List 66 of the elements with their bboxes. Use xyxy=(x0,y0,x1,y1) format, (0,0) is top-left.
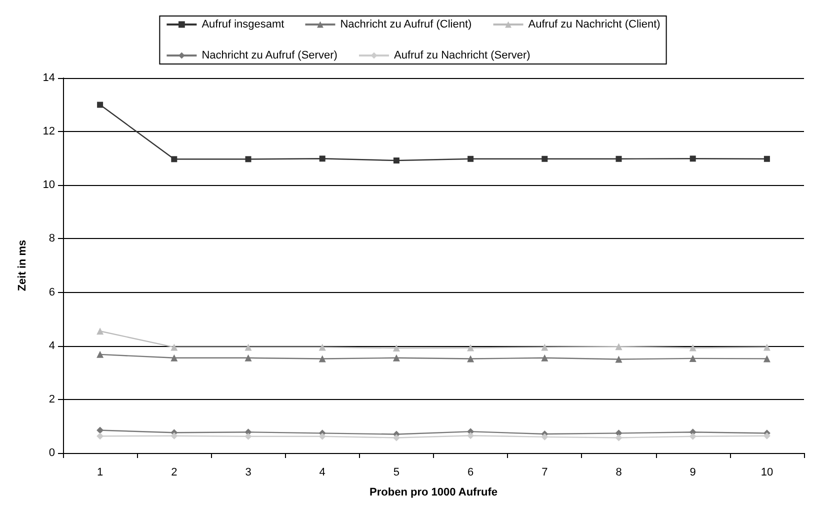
point xyxy=(244,344,252,351)
x-tick-label: 5 xyxy=(393,466,400,478)
point xyxy=(763,344,770,351)
point xyxy=(319,156,326,162)
point xyxy=(318,344,326,351)
point xyxy=(689,354,696,362)
point xyxy=(764,156,770,162)
point xyxy=(615,434,622,442)
point xyxy=(244,354,252,362)
point xyxy=(616,156,622,162)
point xyxy=(392,344,400,352)
point xyxy=(615,343,622,350)
y-tick-label: 0 xyxy=(48,447,55,459)
point xyxy=(468,156,474,162)
point xyxy=(170,432,178,440)
x-tick-label: 10 xyxy=(760,466,774,478)
point xyxy=(244,432,252,440)
point xyxy=(318,355,326,362)
legend-label: Nachricht zu Aufruf (Server) xyxy=(202,50,338,62)
x-tick-label: 9 xyxy=(690,466,696,478)
x-tick-label: 2 xyxy=(171,466,178,478)
point xyxy=(467,355,474,362)
point xyxy=(541,344,548,351)
point xyxy=(245,156,252,162)
y-tick-label: 6 xyxy=(48,286,55,298)
point xyxy=(689,432,696,440)
legend-label: Aufruf zu Nachricht (Client) xyxy=(528,18,660,30)
x-tick-label: 4 xyxy=(319,466,326,478)
x-axis-title: Proben pro 1000 Aufrufe xyxy=(370,486,498,498)
point xyxy=(467,344,474,352)
point xyxy=(318,432,326,440)
y-tick-label: 2 xyxy=(48,393,55,406)
x-tick-label: 6 xyxy=(467,466,474,478)
point xyxy=(392,434,400,442)
point xyxy=(393,158,400,164)
point xyxy=(541,354,548,362)
point xyxy=(170,354,178,362)
y-tick-label: 4 xyxy=(48,340,55,352)
point xyxy=(541,433,548,440)
point xyxy=(615,356,622,363)
point xyxy=(690,156,696,162)
y-tick-label: 8 xyxy=(48,232,55,245)
legend-label: Aufruf insgesamt xyxy=(202,18,284,30)
point xyxy=(96,432,104,440)
point xyxy=(763,355,770,362)
y-tick-label: 12 xyxy=(42,126,55,138)
x-tick-label: 1 xyxy=(96,466,104,478)
point xyxy=(542,156,548,162)
point xyxy=(467,432,474,440)
point xyxy=(763,432,770,440)
y-tick-label: 14 xyxy=(42,72,55,84)
x-tick-label: 7 xyxy=(542,466,548,478)
x-tick-label: 8 xyxy=(616,466,622,478)
point xyxy=(96,350,104,358)
point xyxy=(689,344,696,352)
point xyxy=(96,426,104,434)
point xyxy=(96,328,104,335)
point xyxy=(97,102,104,108)
y-tick-label: 10 xyxy=(42,179,55,192)
point xyxy=(170,344,178,351)
legend-label: Nachricht zu Aufruf (Client) xyxy=(340,18,472,30)
point xyxy=(171,156,178,162)
y-axis-title: Zeit in ms xyxy=(16,240,28,292)
x-tick-label: 3 xyxy=(245,466,252,478)
legend-label: Aufruf zu Nachricht (Server) xyxy=(394,50,530,62)
point xyxy=(392,354,400,362)
